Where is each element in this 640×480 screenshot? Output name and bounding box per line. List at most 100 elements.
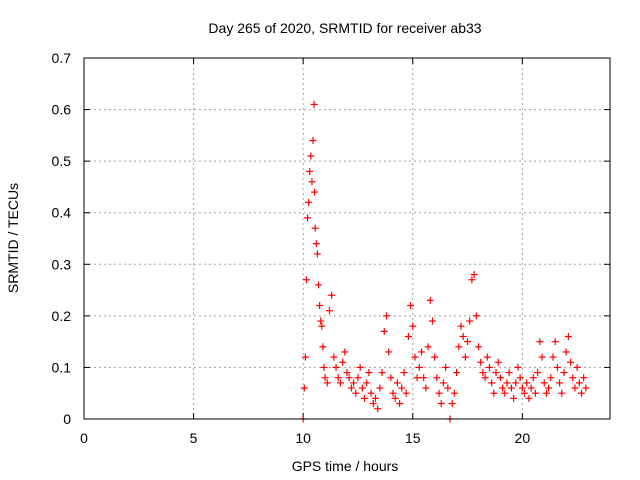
data-point: [347, 384, 355, 392]
data-point: [575, 379, 583, 387]
data-point: [367, 389, 375, 397]
data-point: [330, 353, 338, 361]
data-point: [459, 332, 467, 340]
data-point: [306, 167, 314, 175]
x-tick-label: 10: [295, 430, 311, 446]
data-point: [562, 348, 570, 356]
chart-title: Day 265 of 2020, SRMTID for receiver ab3…: [208, 20, 481, 36]
data-point: [514, 363, 522, 371]
data-point: [317, 317, 325, 325]
data-point: [547, 374, 555, 382]
data-point: [477, 358, 485, 366]
data-point: [305, 198, 313, 206]
data-point: [376, 384, 384, 392]
x-tick-label: 5: [190, 430, 198, 446]
data-point: [435, 389, 443, 397]
data-point: [422, 384, 430, 392]
data-point: [398, 384, 406, 392]
data-point: [540, 379, 548, 387]
data-point: [345, 374, 353, 382]
x-tick-label: 0: [80, 430, 88, 446]
data-point: [483, 353, 491, 361]
data-points: [299, 100, 590, 423]
y-axis-label: SRMTID / TECUs: [5, 183, 21, 293]
y-tick-label: 0.2: [52, 308, 72, 324]
data-point: [350, 379, 358, 387]
data-point: [407, 302, 415, 310]
data-point: [428, 317, 436, 325]
data-point: [534, 369, 542, 377]
data-point: [437, 400, 445, 408]
data-point: [374, 405, 382, 413]
axis-ticks: 0 0.1 0.2 0.3 0.4 0.5 0.6 0.7 0 5 10 15 20: [52, 50, 610, 446]
data-point: [518, 384, 526, 392]
data-point: [578, 389, 586, 397]
data-point: [549, 353, 557, 361]
data-point: [307, 152, 315, 160]
data-point: [354, 374, 362, 382]
data-point: [556, 379, 564, 387]
data-point: [569, 374, 577, 382]
data-point: [536, 338, 544, 346]
data-point: [418, 348, 426, 356]
x-tick-label: 20: [515, 430, 531, 446]
data-point: [431, 353, 439, 361]
data-point: [529, 374, 537, 382]
data-point: [573, 363, 581, 371]
y-tick-label: 0.4: [52, 205, 72, 221]
data-point: [492, 369, 500, 377]
data-point: [490, 389, 498, 397]
data-point: [560, 369, 568, 377]
data-point: [323, 379, 331, 387]
data-point: [475, 343, 482, 351]
data-point: [385, 348, 393, 356]
data-point: [301, 353, 309, 361]
data-point: [461, 353, 469, 361]
data-point: [304, 214, 312, 222]
data-point: [378, 369, 386, 377]
data-point: [302, 276, 310, 284]
data-point: [334, 374, 342, 382]
data-point: [389, 389, 397, 397]
data-point: [321, 374, 329, 382]
data-point: [315, 281, 323, 289]
data-point: [371, 394, 379, 402]
data-point: [404, 332, 412, 340]
data-point: [485, 363, 493, 371]
data-point: [448, 400, 456, 408]
y-tick-label: 0.6: [52, 102, 72, 118]
data-point: [312, 240, 320, 248]
data-point: [553, 363, 561, 371]
data-point: [356, 363, 364, 371]
data-point: [472, 312, 480, 320]
data-point: [501, 389, 509, 397]
data-point: [339, 358, 347, 366]
data-point: [453, 369, 461, 377]
data-point: [310, 100, 318, 108]
data-point: [538, 353, 546, 361]
data-point: [479, 369, 487, 377]
data-point: [311, 224, 319, 232]
y-tick-label: 0: [63, 411, 71, 427]
data-point: [542, 389, 550, 397]
data-point: [391, 394, 399, 402]
data-point: [402, 389, 410, 397]
data-point: [523, 379, 531, 387]
y-tick-label: 0.5: [52, 153, 72, 169]
data-point: [567, 358, 575, 366]
data-point: [325, 307, 333, 315]
data-point: [457, 322, 465, 330]
data-point: [382, 312, 390, 320]
data-point: [496, 374, 504, 382]
data-point: [488, 379, 496, 387]
data-point: [521, 389, 529, 397]
data-point: [505, 369, 513, 377]
data-point: [564, 332, 572, 340]
data-point: [313, 250, 321, 258]
data-point: [300, 384, 308, 392]
data-point: [341, 348, 349, 356]
data-point: [551, 338, 559, 346]
data-point: [571, 384, 579, 392]
data-point: [415, 363, 423, 371]
